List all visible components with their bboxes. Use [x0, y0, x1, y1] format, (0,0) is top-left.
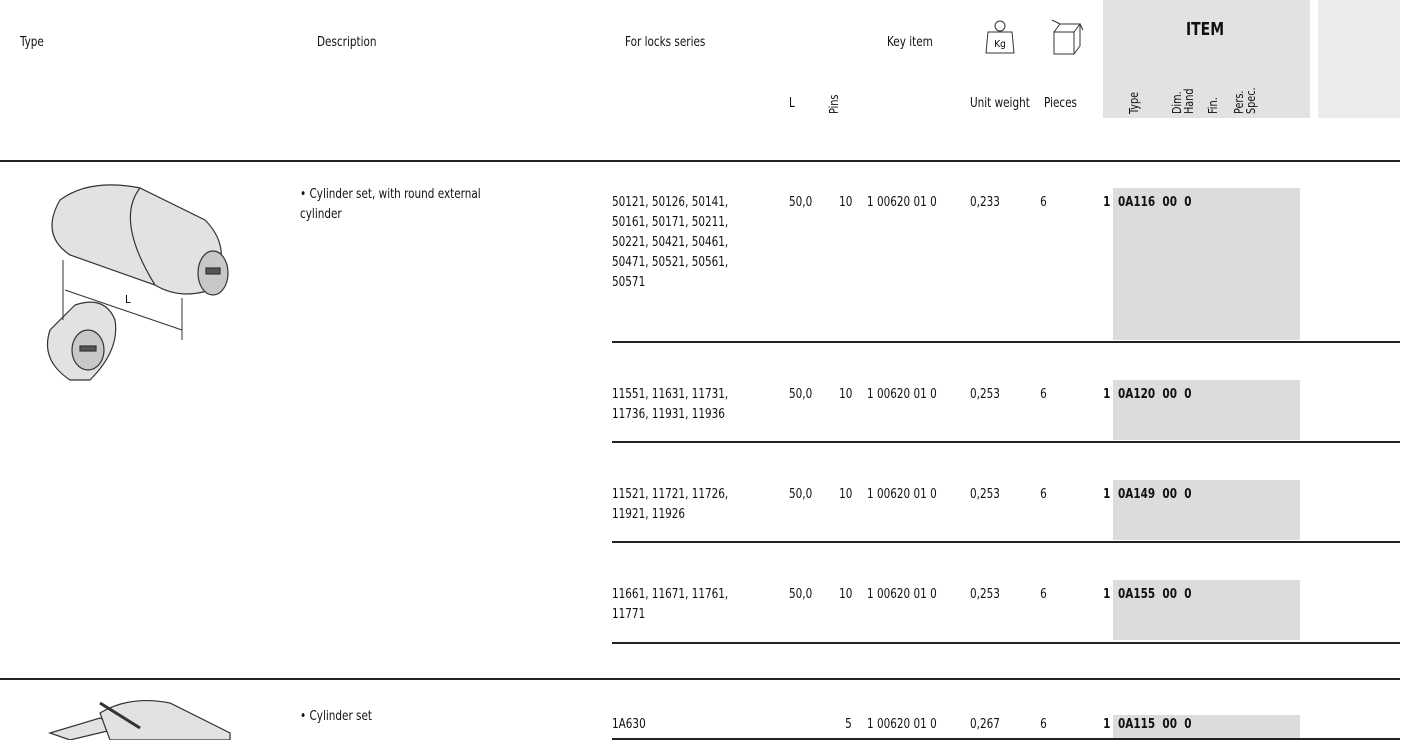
item-cell — [1113, 480, 1300, 540]
header-item-type: Type — [1126, 91, 1141, 114]
header-fin: Fin. — [1205, 97, 1220, 114]
pieces: 6 — [1040, 194, 1047, 210]
locks-series: 11661, 11671, 11761, — [612, 586, 729, 602]
length: 50,0 — [789, 486, 813, 502]
header-locks: For locks series — [625, 34, 706, 50]
pins: 5 — [845, 716, 852, 732]
header-pieces: Pieces — [1044, 95, 1077, 111]
box-icon — [1051, 19, 1084, 55]
row-separator — [612, 738, 1400, 740]
pins: 10 — [838, 586, 852, 602]
locks-series: 11551, 11631, 11731, — [612, 386, 729, 402]
unit-weight: 0,253 — [970, 486, 1000, 502]
item-prefix: 1 — [1102, 194, 1110, 210]
pins: 10 — [838, 486, 852, 502]
cylinder-drawing: L — [46, 184, 229, 381]
locks-series: 50471, 50521, 50561, — [612, 254, 729, 270]
unit-weight: 0,253 — [970, 386, 1000, 402]
item-cell — [1113, 715, 1300, 740]
header-hand: Hand — [1181, 88, 1196, 114]
key-item: 1 00620 01 0 — [867, 386, 937, 402]
locks-series: 11771 — [612, 606, 646, 622]
item-code: 0A155 00 0 — [1118, 586, 1192, 602]
key-item: 1 00620 01 0 — [867, 716, 937, 732]
item-cell — [1113, 188, 1300, 340]
key-item: 1 00620 01 0 — [867, 586, 937, 602]
unit-weight: 0,253 — [970, 586, 1000, 602]
item-code: 0A116 00 0 — [1118, 194, 1192, 210]
item-cell — [1113, 580, 1300, 640]
key-item: 1 00620 01 0 — [867, 194, 937, 210]
locks-series: 50161, 50171, 50211, — [612, 214, 729, 230]
header-spec: Spec. — [1243, 87, 1258, 114]
length: 50,0 — [789, 194, 813, 210]
key-item: 1 00620 01 0 — [867, 486, 937, 502]
weight-icon: Kg — [985, 20, 1015, 54]
item-cell — [1113, 380, 1300, 440]
item-header-bg — [1103, 0, 1310, 118]
length: 50,0 — [789, 386, 813, 402]
unit-weight: 0,267 — [970, 716, 1000, 732]
pieces: 6 — [1040, 716, 1047, 732]
pieces: 6 — [1040, 486, 1047, 502]
header-l: L — [789, 95, 795, 111]
cylinder-set-drawing — [48, 699, 231, 740]
item-code: 0A115 00 0 — [1118, 716, 1192, 732]
item-prefix: 1 — [1102, 716, 1110, 732]
group-separator — [0, 160, 1400, 162]
row-separator — [612, 441, 1400, 443]
header-type: Type — [20, 34, 44, 50]
drawing-l-label: L — [125, 293, 131, 306]
pieces: 6 — [1040, 586, 1047, 602]
locks-series: 50571 — [612, 274, 646, 290]
item-prefix: 1 — [1102, 586, 1110, 602]
extra-header-bg — [1318, 0, 1400, 118]
description: • Cylinder set, with round external — [300, 186, 481, 202]
description: cylinder — [300, 206, 342, 222]
locks-series: 50121, 50126, 50141, — [612, 194, 729, 210]
row-separator — [612, 341, 1400, 343]
pieces: 6 — [1040, 386, 1047, 402]
item-code: 0A149 00 0 — [1118, 486, 1192, 502]
header-weight: Unit weight — [970, 95, 1030, 111]
item-prefix: 1 — [1102, 486, 1110, 502]
header-pins: Pins — [826, 94, 841, 114]
pins: 10 — [838, 194, 852, 210]
item-prefix: 1 — [1102, 386, 1110, 402]
locks-series: 50221, 50421, 50461, — [612, 234, 729, 250]
row-separator — [612, 541, 1400, 543]
header-item: ITEM — [1186, 19, 1225, 40]
item-code: 0A120 00 0 — [1118, 386, 1192, 402]
group-separator — [0, 678, 1400, 680]
kg-label: Kg — [994, 39, 1006, 50]
header-key: Key item — [887, 34, 933, 50]
header-description: Description — [317, 34, 377, 50]
row-separator — [612, 642, 1400, 644]
locks-series: 11736, 11931, 11936 — [612, 406, 725, 422]
locks-series: 1A630 — [612, 716, 646, 732]
length: 50,0 — [789, 586, 813, 602]
locks-series: 11921, 11926 — [612, 506, 686, 522]
description: • Cylinder set — [300, 708, 373, 724]
unit-weight: 0,233 — [970, 194, 1000, 210]
locks-series: 11521, 11721, 11726, — [612, 486, 729, 502]
pins: 10 — [838, 386, 852, 402]
